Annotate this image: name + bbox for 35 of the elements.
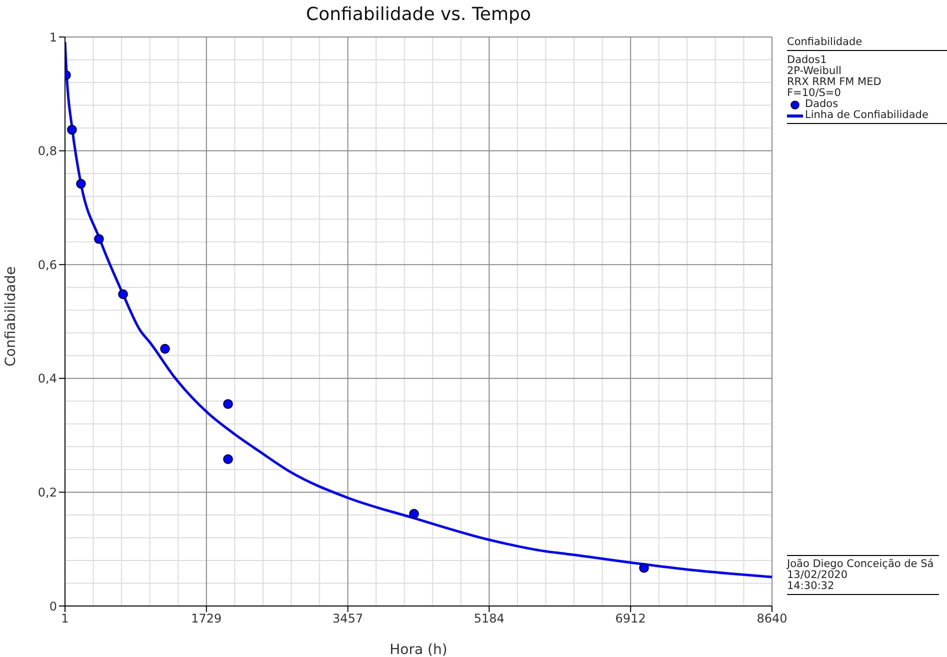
y-tick-label: 1	[49, 30, 57, 44]
x-tick-label: 5184	[474, 612, 504, 626]
point	[223, 399, 233, 409]
legend-label: Linha de Confiabilidade	[805, 109, 928, 121]
point	[94, 234, 104, 244]
text: Dados1	[787, 54, 828, 66]
point	[639, 562, 649, 573]
y-axis-title: Confiabilidade	[2, 266, 19, 366]
point	[118, 289, 128, 300]
x-tick-label: 8640	[756, 612, 788, 626]
y-tick-label: 0,8	[38, 144, 57, 158]
x-axis-title: Hora (h)	[390, 642, 448, 657]
y-tick-label: 0,6	[38, 258, 57, 272]
text: 13/02/2020	[787, 569, 849, 581]
text: F=10/S=0	[787, 87, 842, 99]
chart-title: Confiabilidade vs. Tempo	[305, 4, 532, 25]
point	[160, 344, 170, 354]
x-tick-label: 6912	[615, 612, 646, 626]
y-tick-label: 0,2	[38, 485, 57, 500]
text: João Diego Conceição de Sá	[787, 558, 935, 570]
point	[67, 124, 77, 135]
legend-label: Dados	[805, 98, 838, 110]
text: RRX RRM FM MED	[787, 76, 882, 88]
y-tick-label: 0	[49, 599, 57, 614]
x-tick-label: 3457	[332, 612, 364, 626]
y-tick-label: 0,4	[38, 372, 57, 386]
point	[76, 178, 86, 189]
x-tick-label: 1729	[191, 612, 222, 626]
text: 2P-Weibull	[787, 65, 842, 77]
point	[223, 454, 233, 464]
line-series	[65, 40, 772, 578]
text: 14:30:32	[787, 580, 836, 592]
legend-title: Confiabilidade	[787, 36, 947, 51]
point	[409, 508, 419, 519]
x-tick-label: 1	[61, 612, 69, 626]
